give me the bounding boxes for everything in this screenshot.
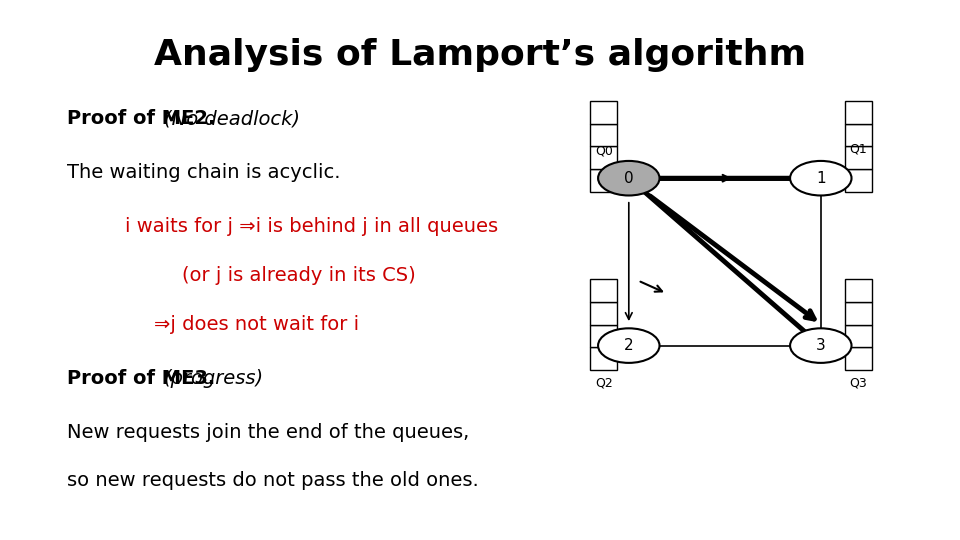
Text: Proof of ME3.: Proof of ME3.: [67, 368, 222, 388]
Text: Analysis of Lamport’s algorithm: Analysis of Lamport’s algorithm: [154, 38, 806, 72]
Bar: [590, 101, 617, 124]
Bar: [590, 146, 617, 169]
Text: ⇒j does not wait for i: ⇒j does not wait for i: [154, 314, 359, 334]
Bar: [590, 124, 617, 146]
Text: i waits for j ⇒i is behind j in all queues: i waits for j ⇒i is behind j in all queu…: [125, 217, 498, 237]
Bar: [845, 101, 872, 124]
Text: 2: 2: [624, 338, 634, 353]
Text: so new requests do not pass the old ones.: so new requests do not pass the old ones…: [67, 471, 479, 490]
Bar: [845, 347, 872, 370]
Bar: [845, 279, 872, 302]
Text: The waiting chain is acyclic.: The waiting chain is acyclic.: [67, 163, 341, 183]
Bar: [845, 325, 872, 347]
Text: 0: 0: [624, 171, 634, 186]
Circle shape: [790, 161, 852, 195]
Bar: [590, 347, 617, 370]
Bar: [590, 169, 617, 192]
Bar: [590, 325, 617, 347]
Bar: [590, 279, 617, 302]
Circle shape: [598, 328, 660, 363]
Bar: [845, 302, 872, 325]
Bar: [590, 302, 617, 325]
Circle shape: [598, 161, 660, 195]
Bar: [845, 169, 872, 192]
Bar: [845, 124, 872, 146]
Text: Q1: Q1: [850, 142, 867, 155]
Circle shape: [790, 328, 852, 363]
Text: (or j is already in its CS): (or j is already in its CS): [182, 266, 416, 285]
Text: 1: 1: [816, 171, 826, 186]
Text: Q3: Q3: [850, 377, 867, 390]
Text: 3: 3: [816, 338, 826, 353]
Text: Q0: Q0: [595, 145, 612, 158]
Text: (progress): (progress): [164, 368, 264, 388]
Text: Q2: Q2: [595, 377, 612, 390]
Bar: [845, 146, 872, 169]
Text: New requests join the end of the queues,: New requests join the end of the queues,: [67, 422, 469, 442]
Text: Proof of ME2.: Proof of ME2.: [67, 109, 223, 129]
Text: (No deadlock): (No deadlock): [164, 109, 300, 129]
